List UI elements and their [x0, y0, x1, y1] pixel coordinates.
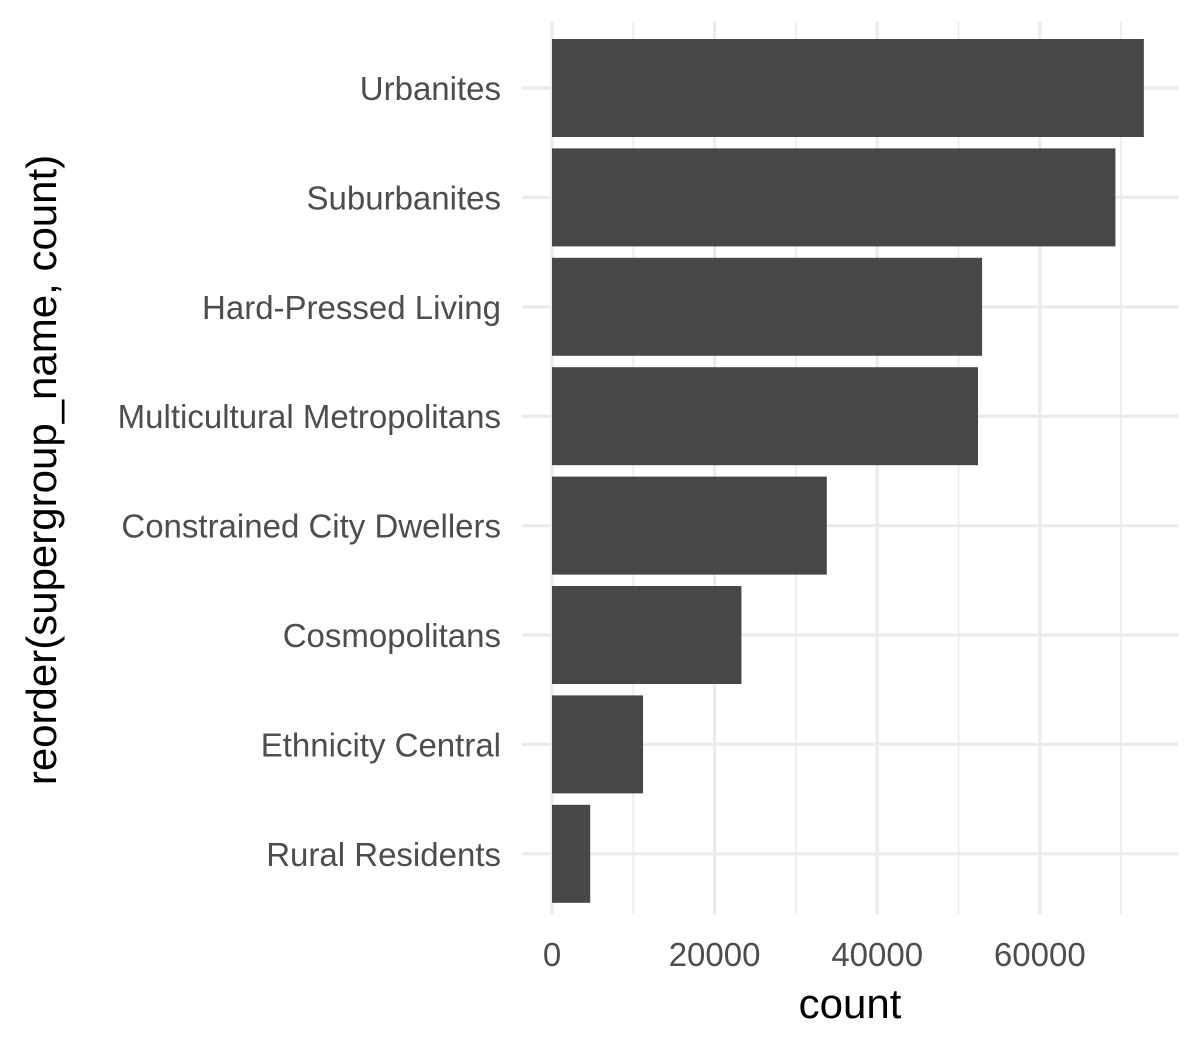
y-tick-label: Multicultural Metropolitans	[118, 398, 501, 435]
bar	[552, 804, 591, 903]
bar	[552, 39, 1144, 137]
y-axis-title: reorder(supergroup_name, count)	[18, 155, 65, 785]
y-tick-label: Hard-Pressed Living	[202, 289, 501, 326]
y-tick-labels: Urbanites Suburbanites Hard-Pressed Living…	[118, 70, 501, 873]
y-tick-label: Suburbanites	[307, 179, 501, 216]
x-tick-labels: 0 20000 40000 60000	[543, 936, 1086, 973]
bar	[552, 257, 983, 356]
x-axis-title: count	[799, 980, 902, 1027]
bar	[552, 586, 742, 684]
x-tick-label: 20000	[669, 936, 761, 973]
bar	[552, 367, 979, 466]
y-tick-label: Urbanites	[360, 70, 501, 107]
bars	[552, 39, 1144, 903]
bar	[552, 148, 1116, 247]
y-tick-label: Constrained City Dwellers	[121, 508, 501, 545]
bar	[552, 476, 827, 575]
x-tick-label: 0	[543, 936, 561, 973]
x-tick-label: 40000	[831, 936, 923, 973]
y-tick-label: Ethnicity Central	[261, 726, 501, 763]
y-tick-label: Cosmopolitans	[283, 617, 501, 654]
x-tick-label: 60000	[994, 936, 1086, 973]
y-tick-label: Rural Residents	[266, 836, 501, 873]
bar	[552, 695, 644, 794]
